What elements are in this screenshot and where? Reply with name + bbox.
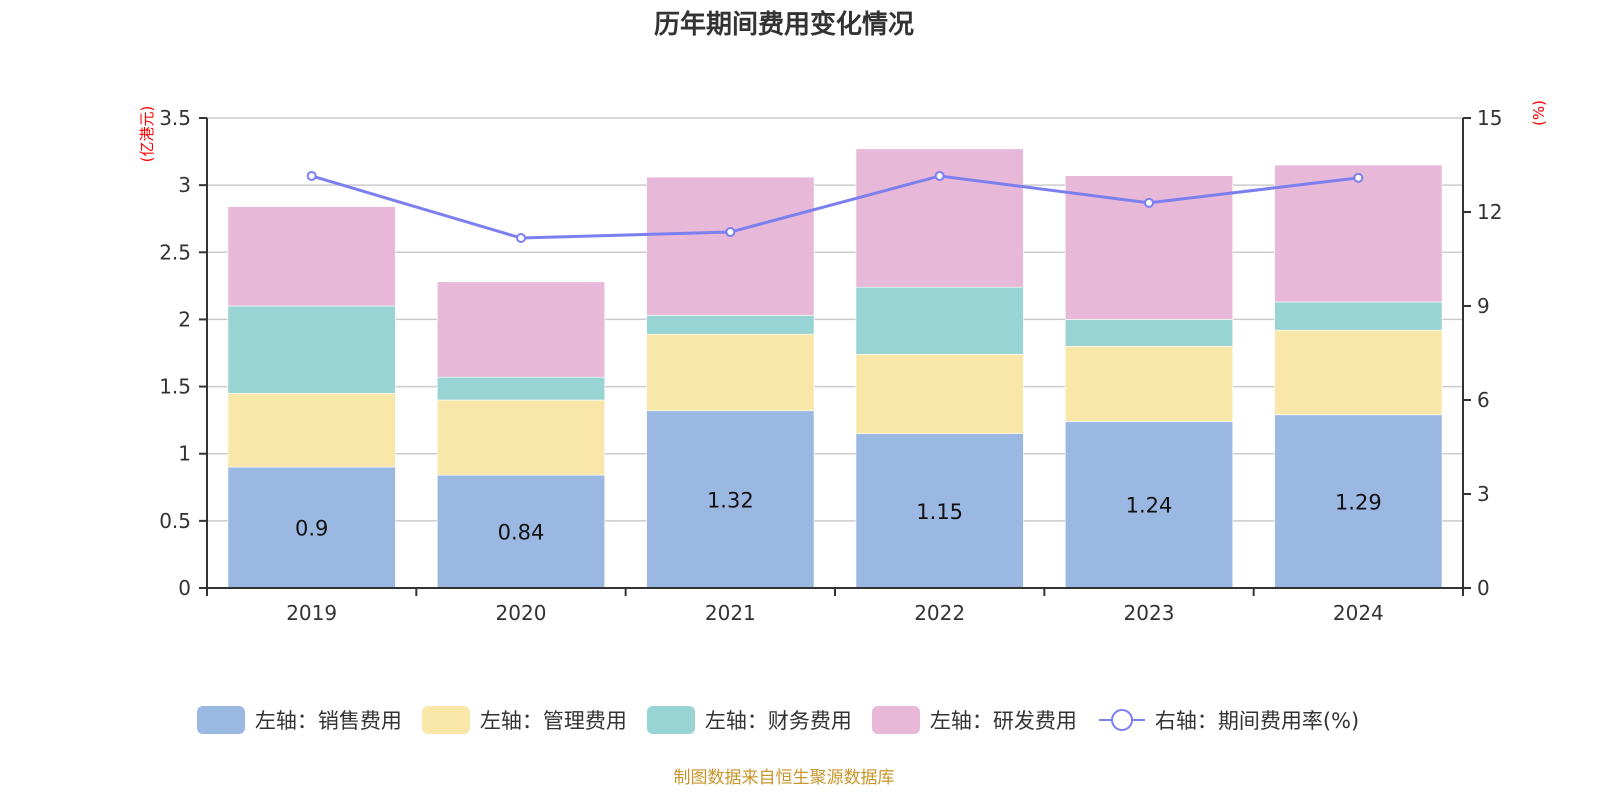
rate-point[interactable]	[934, 170, 945, 181]
legend-label: 右轴：期间费用率(%)	[1154, 709, 1360, 733]
right-axis-tick-label: 3	[1477, 482, 1490, 506]
left-axis-tick-label: 3.5	[159, 106, 191, 130]
legend-label: 左轴：管理费用	[479, 709, 627, 733]
right-axis-tick-label: 15	[1477, 106, 1502, 130]
bar-segment-finance[interactable]	[1274, 301, 1443, 331]
left-axis-tick-label: 3	[178, 173, 191, 197]
right-axis-tick-label: 12	[1477, 200, 1502, 224]
axes: 0 0.5 1 1.5 2 2.5 3 3.5 0 3 6 9 12 15 2019 2020 2021 2022…	[159, 106, 1502, 625]
left-axis-tick-label: 2.5	[159, 240, 191, 264]
bar-segment-rnd[interactable]	[436, 281, 606, 378]
bar-segment-admin[interactable]	[1064, 345, 1234, 422]
source-note: 制图数据来自恒生聚源数据库	[673, 768, 895, 788]
x-axis-tick-label: 2024	[1333, 601, 1384, 625]
bar-value-label: 1.29	[1335, 490, 1382, 514]
left-axis-tick-label: 0	[178, 576, 191, 600]
legend: 左轴：销售费用 左轴：管理费用 左轴：财务费用 左轴：研发费用 右轴：期间费用率…	[0, 705, 1556, 735]
bar-segment-finance[interactable]	[1064, 319, 1234, 347]
grid-lines	[207, 117, 1463, 522]
bar-segment-sales[interactable]	[855, 433, 1024, 589]
bar-segment-rnd[interactable]	[1274, 164, 1443, 303]
bar-segment-finance[interactable]	[227, 305, 396, 394]
bar-value-label: 1.32	[707, 488, 754, 512]
right-axis-tick-label: 0	[1477, 576, 1490, 600]
bar-segment-rnd[interactable]	[646, 176, 815, 316]
legend-label: 左轴：研发费用	[929, 709, 1077, 733]
right-axis-tick-label: 6	[1477, 388, 1490, 412]
bar-segment-finance[interactable]	[436, 376, 606, 401]
bar-segment-sales[interactable]	[1274, 414, 1443, 589]
bar-labels: 0.9 0.84 1.32 1.15 1.24 1.29	[295, 488, 1382, 544]
bars	[227, 148, 1443, 589]
bar-value-label: 0.84	[498, 521, 545, 545]
x-axis-tick-label: 2023	[1124, 601, 1175, 625]
x-axis-tick-label: 2020	[496, 601, 547, 625]
line-circle-icon	[1098, 709, 1145, 731]
rate-line	[306, 170, 1364, 244]
bar-segment-finance[interactable]	[646, 315, 815, 335]
rate-point[interactable]	[516, 233, 526, 244]
rate-point[interactable]	[1353, 172, 1364, 183]
bar-segment-admin[interactable]	[227, 392, 396, 468]
legend-swatch-rnd	[871, 706, 920, 734]
left-axis-tick-label: 0.5	[159, 509, 191, 533]
rate-line-path	[311, 174, 1359, 240]
bar-segment-finance[interactable]	[855, 286, 1024, 355]
left-axis-tick-label: 2	[178, 307, 191, 331]
bar-value-label: 0.9	[295, 517, 328, 541]
left-axis-tick-label: 1.5	[159, 375, 191, 399]
bar-segment-sales[interactable]	[1064, 421, 1234, 589]
rate-point[interactable]	[725, 227, 736, 238]
x-axis-tick-label: 2019	[286, 601, 337, 625]
legend-label: 左轴：财务费用	[704, 709, 852, 733]
legend-item-admin[interactable]: 左轴：管理费用	[421, 705, 627, 735]
left-axis-unit: (亿港元)	[138, 106, 156, 163]
legend-item-rate[interactable]: 右轴：期间费用率(%)	[1097, 705, 1359, 735]
bar-segment-admin[interactable]	[436, 399, 606, 476]
bar-segment-admin[interactable]	[1274, 329, 1443, 416]
chart-title: 历年期间费用变化情况	[653, 10, 914, 40]
bar-segment-rnd[interactable]	[855, 148, 1024, 288]
legend-swatch-finance	[646, 706, 695, 734]
bar-value-label: 1.24	[1126, 494, 1173, 518]
bar-segment-admin[interactable]	[855, 354, 1024, 434]
legend-swatch-sales	[196, 706, 245, 734]
x-axis-tick-label: 2022	[914, 601, 965, 625]
bar-segment-rnd[interactable]	[227, 206, 396, 307]
bar-segment-sales[interactable]	[436, 474, 606, 589]
left-axis-tick-label: 1	[178, 442, 191, 466]
rate-point[interactable]	[1144, 197, 1154, 208]
legend-item-rnd[interactable]: 左轴：研发费用	[871, 705, 1077, 735]
legend-swatch-admin	[421, 706, 470, 734]
bar-segment-admin[interactable]	[646, 333, 815, 412]
bar-value-label: 1.15	[916, 500, 963, 524]
right-axis-tick-label: 9	[1477, 294, 1490, 318]
x-axis-tick-label: 2021	[705, 601, 756, 625]
rate-point[interactable]	[306, 170, 317, 181]
legend-label: 左轴：销售费用	[254, 709, 402, 733]
legend-item-finance[interactable]: 左轴：财务费用	[646, 705, 852, 735]
legend-item-sales[interactable]: 左轴：销售费用	[196, 705, 402, 735]
right-axis-unit: (%)	[1530, 100, 1548, 126]
